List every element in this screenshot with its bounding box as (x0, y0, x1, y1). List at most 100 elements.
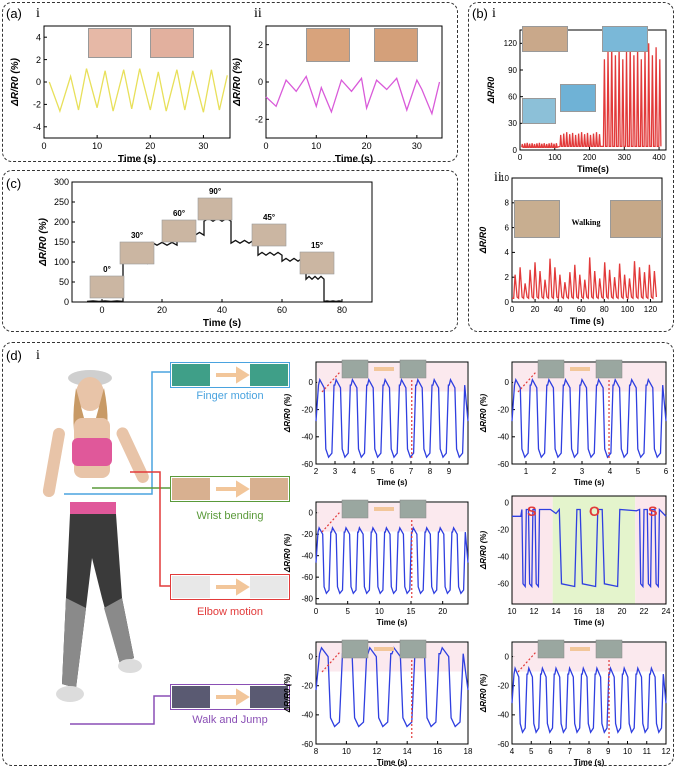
peak-arrow-left (321, 371, 341, 393)
peak-arrow-left (321, 511, 341, 533)
panel-d-label: (d) (6, 348, 22, 363)
y-tick-label: 0 (505, 298, 510, 307)
x-tick-label: 200 (583, 153, 597, 162)
y-tick-label: 6 (505, 223, 510, 232)
y-tick-label: 2 (36, 55, 41, 65)
chart-d-vii: 4 5 6 7 8 9 10 11 12 -60 -40 -20 0 Time (s) ΔR/R0 (%) (479, 639, 671, 767)
series-line (511, 665, 667, 734)
x-tick-label: 400 (652, 153, 666, 162)
walk-and-jump-label: Walk and Jump (192, 714, 268, 726)
x-tick-label: 3 (333, 467, 338, 476)
y-tick-label: 0 (505, 499, 510, 508)
x-tick-label: 20 (145, 141, 155, 151)
face-photo-2 (150, 28, 194, 58)
x-tick-label: 8 (587, 747, 592, 756)
x-tick-label: 15 (407, 607, 416, 616)
y-tick-label: -40 (497, 433, 509, 442)
y-tick-label: -2 (33, 100, 41, 110)
y-tick-label: -20 (301, 530, 313, 539)
thumb-photo-2 (399, 639, 427, 659)
x-tick-label: 5 (636, 467, 641, 476)
finger-photo-2 (250, 364, 288, 386)
x-tick-label: 0 (518, 153, 523, 162)
x-tick-label: 20 (157, 305, 167, 315)
x-tick-label: 8 (314, 747, 319, 756)
x-tick-label: 20 (531, 305, 540, 314)
y-tick-label: -20 (301, 682, 313, 691)
y-axis-label: ΔR/R0 (%) (283, 394, 292, 434)
walking-label: Walking (571, 218, 601, 227)
angle-photo (89, 275, 125, 299)
x-tick-label: 100 (621, 305, 635, 314)
chart-d-iv: 0 5 10 15 20 -80 -60 -40 -20 0 Time (s) ΔR/R0 (%) (283, 499, 469, 627)
x-tick-label: 4 (352, 467, 357, 476)
x-axis-label: Time (s) (377, 618, 408, 627)
wrist-photo-1 (172, 478, 210, 500)
arm-photo-1 (522, 26, 568, 52)
y-axis-label: ΔR/R0 (%) (10, 57, 21, 106)
panel-b-sub-ii: ii (494, 170, 502, 185)
y-tick-label: 60 (508, 92, 517, 101)
y-tick-label: 8 (505, 199, 510, 208)
x-tick-label: 5 (345, 607, 350, 616)
plot-frame (511, 641, 667, 745)
y-tick-label: -20 (497, 526, 509, 535)
y-tick-label: 30 (508, 119, 517, 128)
chart-a-ii: 0 10 20 30 -2 0 2 Time (s) ΔR/R0 (%) (232, 25, 443, 165)
peak-arrow-left (517, 371, 537, 393)
series-line (315, 526, 469, 595)
x-tick-label: 10 (508, 607, 517, 616)
panel-d-sub-i: i (36, 348, 40, 363)
y-tick-label: 200 (54, 217, 69, 227)
neck-photo-2 (374, 28, 418, 62)
elbow-photo-2 (250, 576, 288, 598)
x-tick-label: 7 (409, 467, 414, 476)
thumb-photo-1 (537, 639, 565, 659)
x-tick-label: 16 (433, 747, 442, 756)
x-tick-label: 12 (372, 747, 381, 756)
x-axis-label: Time (s) (574, 758, 605, 767)
finger-photo-1 (172, 364, 210, 386)
x-tick-label: 12 (530, 607, 539, 616)
y-tick-label: 250 (54, 197, 69, 207)
runner-shoe-right (118, 659, 142, 673)
angle-photo (299, 251, 335, 275)
x-tick-label: 3 (580, 467, 585, 476)
x-tick-label: 9 (606, 747, 611, 756)
y-axis-label: ΔR/R0 (%) (38, 217, 49, 266)
x-tick-label: 11 (643, 747, 652, 756)
knee-photo-2 (610, 200, 662, 238)
y-tick-label: 120 (504, 39, 518, 48)
walk-connector (70, 695, 170, 725)
y-tick-label: 0 (505, 652, 510, 661)
x-tick-label: 100 (548, 153, 562, 162)
y-tick-label: 0 (513, 146, 518, 155)
plot-frame (511, 495, 667, 605)
callout-lines (64, 371, 170, 725)
walk-photo-2 (250, 686, 288, 708)
x-tick-label: 9 (447, 467, 452, 476)
plot-frame (315, 641, 469, 745)
x-tick-label: 10 (311, 141, 321, 151)
y-tick-label: 2 (505, 273, 510, 282)
x-tick-label: 7 (568, 747, 573, 756)
neck-photo-1 (306, 28, 350, 62)
series-line (265, 74, 441, 116)
angle-label: 15° (311, 241, 323, 250)
x-axis-label: Time(s) (577, 164, 609, 174)
wrist-arrow (216, 480, 250, 498)
arm-photo-2 (602, 26, 648, 52)
panel-b-label: (b) (472, 6, 488, 21)
y-tick-label: -60 (301, 573, 313, 582)
y-tick-label: 300 (54, 177, 69, 187)
arm-photo-3 (522, 98, 556, 124)
y-tick-label: 2 (258, 40, 263, 50)
series-line (511, 377, 667, 459)
chart-b-i: 0 100 200 300 400 0 30 60 90 120 Time(s) ΔR/R0 (486, 29, 667, 174)
elbow-arrow (216, 578, 250, 596)
y-axis-label: ΔR/R0 (478, 227, 488, 255)
series-line (512, 507, 667, 589)
x-axis-label: Time (s) (118, 154, 156, 165)
y-tick-label: 0 (258, 77, 263, 87)
angle-photo (119, 241, 155, 265)
